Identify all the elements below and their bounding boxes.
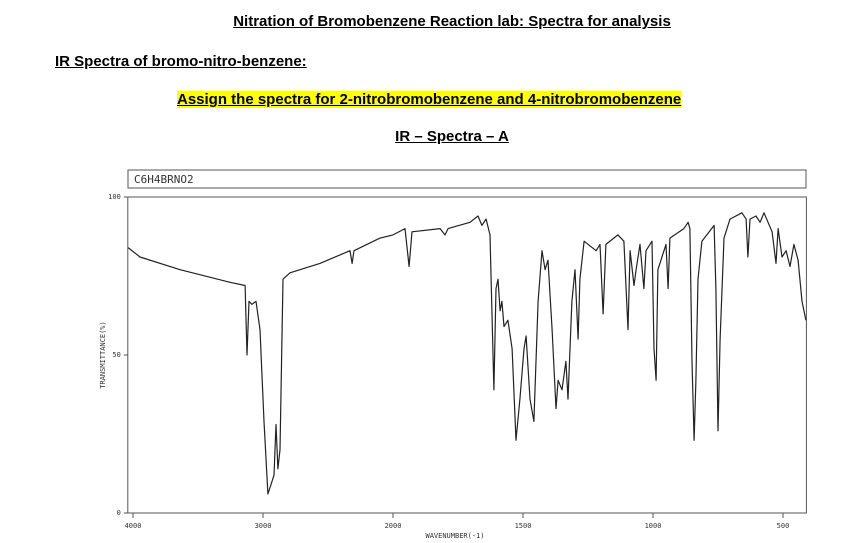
instruction: Assign the spectra for 2-nitrobromobenze… <box>177 91 682 108</box>
formula-box <box>127 169 807 189</box>
y-tick-label: 50 <box>112 351 120 359</box>
x-tick-label: 3000 <box>255 522 272 530</box>
spectrum-line <box>127 212 807 495</box>
plot-frame <box>127 196 807 514</box>
section-heading: IR Spectra of bromo-nitro-benzene: <box>55 53 307 70</box>
doc-title: Nitration of Bromobenzene Reaction lab: … <box>233 13 671 30</box>
formula: C6H4BRNO2 <box>134 173 194 186</box>
x-tick-label: 2000 <box>385 522 402 530</box>
y-axis-label: TRANSMITTANCE(%) <box>99 321 107 388</box>
y-tick-label: 0 <box>117 509 121 517</box>
x-tick-label: 1000 <box>645 522 662 530</box>
x-tick-label: 500 <box>777 522 790 530</box>
x-tick-label: 4000 <box>125 522 142 530</box>
y-tick-label: 100 <box>108 193 121 201</box>
x-tick-label: 1500 <box>515 522 532 530</box>
x-axis-label: WAVENUMBER(-1) <box>425 532 484 540</box>
spectrum-label: IR – Spectra – A <box>395 128 509 145</box>
